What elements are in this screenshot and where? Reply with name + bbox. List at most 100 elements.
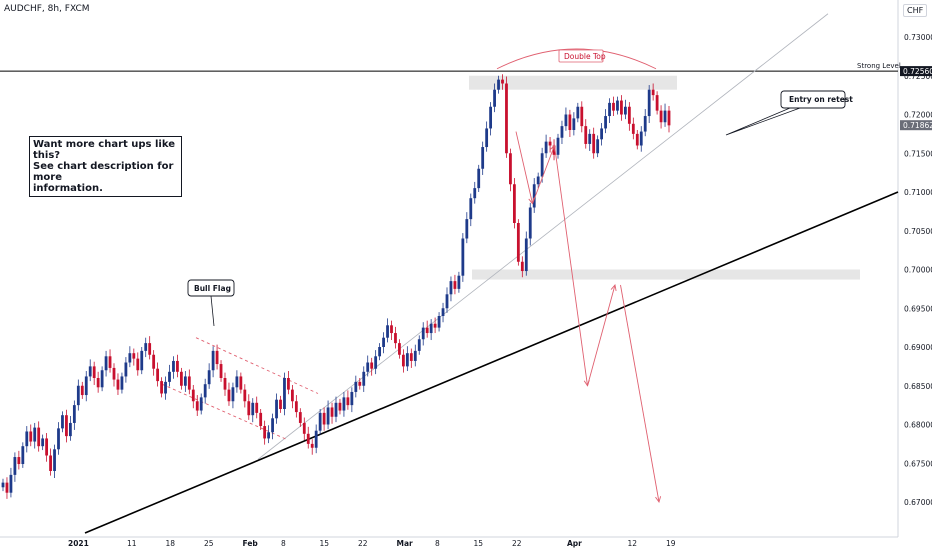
channel-trendline [257, 13, 829, 460]
candle-body [386, 325, 389, 338]
candle-body [655, 95, 659, 111]
candle-body [128, 353, 132, 363]
candle-body [580, 106, 584, 127]
candle-body [346, 397, 350, 406]
symbol-title: AUDCHF, 8h, FXCM [4, 4, 90, 14]
price-tick-label: 0.72000 [904, 111, 932, 120]
projection-arrowhead [610, 284, 617, 291]
projection-segment [587, 284, 616, 386]
neckline-support-zone [472, 269, 860, 280]
projection-segment [620, 284, 660, 503]
candle-body [445, 294, 449, 309]
candle-body [96, 378, 100, 388]
candle-body [465, 219, 469, 239]
price-tick-label: 0.68000 [904, 421, 932, 430]
candle-body [592, 133, 596, 154]
candle-body [401, 354, 405, 367]
candle-body [187, 376, 191, 390]
candle-body [516, 223, 520, 262]
candle-body [572, 118, 576, 130]
time-tick-label: 18 [166, 539, 176, 548]
projection-segment [515, 131, 533, 204]
candle-body [421, 327, 425, 340]
candle-body [21, 446, 25, 465]
candle-body [116, 379, 120, 390]
candle-body [501, 79, 504, 84]
candle-body [160, 381, 163, 394]
candle-body [588, 133, 592, 144]
candle-body [366, 362, 370, 372]
candle-body [80, 385, 84, 396]
long-term-support-trendline [84, 191, 899, 534]
candle-body [449, 281, 453, 295]
candle-body [294, 401, 298, 413]
candle-body [287, 378, 290, 390]
candle-body [84, 376, 88, 396]
candle-body [417, 339, 421, 351]
candle-body [219, 364, 223, 378]
candle-body [104, 356, 108, 371]
candle-body [13, 457, 17, 475]
price-tick-label: 0.69500 [904, 304, 932, 313]
candle-body [627, 106, 631, 124]
projection-arrowhead [655, 496, 662, 504]
candle-body [191, 389, 195, 402]
price-tick-label: 0.72500 [904, 72, 932, 81]
candle-body [635, 133, 639, 146]
currency-button[interactable]: CHF [903, 4, 928, 17]
candle-body [65, 415, 68, 437]
price-tick-label: 0.70500 [904, 227, 932, 236]
time-tick-label: 19 [666, 539, 676, 548]
price-tick-label: 0.67000 [904, 498, 932, 507]
candle-body [302, 422, 306, 434]
time-tick-label: Feb [243, 539, 259, 548]
projection-segment [554, 145, 588, 386]
candle-body [362, 371, 366, 386]
projection-segment [532, 145, 555, 204]
candle-body [239, 376, 243, 390]
candle-body [290, 389, 294, 402]
time-tick-label: 15 [474, 539, 484, 548]
candle-body [33, 427, 37, 442]
candle-body [275, 399, 278, 419]
candle-body [505, 83, 508, 154]
candle-body [112, 367, 116, 380]
candle-body [271, 418, 274, 433]
candle-body [298, 412, 302, 423]
candle-body [37, 427, 41, 447]
candle-body [457, 275, 461, 289]
candle-body [481, 147, 485, 169]
candle-body [382, 337, 385, 347]
candle-body [532, 184, 536, 208]
candle-body [612, 102, 615, 111]
candle-body [524, 238, 528, 272]
candle-body [544, 141, 548, 154]
projection-arrowhead [549, 144, 556, 152]
time-tick-label: 11 [127, 539, 137, 548]
promo-callout: Want more chart ups like this? See chart… [29, 136, 182, 197]
candle-body [172, 360, 175, 372]
candle-body [378, 347, 382, 357]
candle-body [68, 422, 72, 437]
candle-body [453, 281, 457, 289]
candle-body [469, 198, 473, 220]
candle-body [25, 431, 29, 447]
double-top-arc [496, 48, 657, 70]
time-tick-label: 12 [628, 539, 638, 548]
candle-body [608, 102, 611, 117]
candle-body [394, 333, 397, 344]
candle-body [183, 376, 187, 386]
entry-callout-pointer [725, 107, 801, 136]
candle-body [195, 401, 199, 411]
candle-body [354, 381, 358, 392]
candle-body [548, 141, 552, 146]
candle-body [659, 110, 663, 123]
candle-body [342, 397, 346, 411]
bull-flag-upper-line [195, 337, 319, 394]
candle-body [92, 366, 96, 378]
candle-body [643, 116, 647, 132]
candle-body [61, 415, 64, 429]
entry-callout-box [780, 90, 846, 109]
